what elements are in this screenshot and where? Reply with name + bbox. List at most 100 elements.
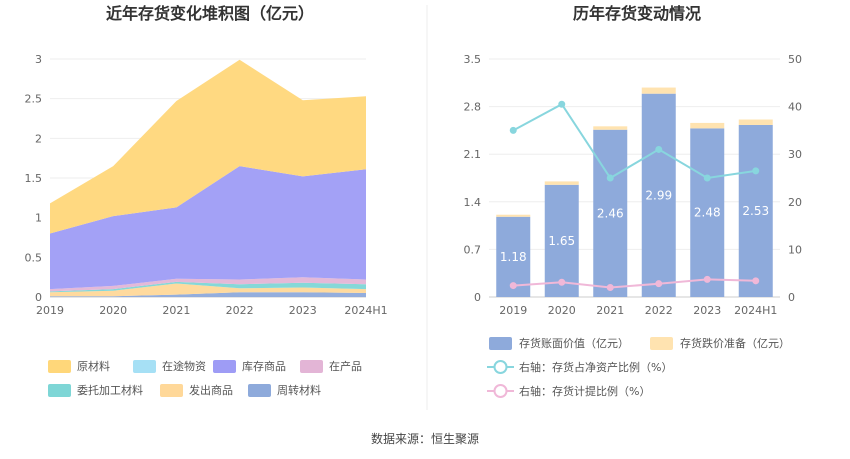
line-point — [606, 174, 614, 182]
left-x-tick-label: 2022 — [226, 304, 254, 317]
legend-swatch — [489, 337, 512, 350]
bar-impairment-provision — [738, 119, 773, 125]
line-point — [509, 126, 517, 134]
right-chart-grid — [489, 58, 780, 298]
legend-swatch — [133, 360, 156, 373]
right-y-tick-label: 2.1 — [464, 148, 482, 161]
left-x-tick-label: 2019 — [36, 304, 64, 317]
left-x-tick-label: 2021 — [162, 304, 190, 317]
legend-label: 右轴：存货计提比例（%） — [519, 384, 650, 398]
bar-data-label: 1.65 — [548, 234, 575, 248]
right-x-tick-label: 2019 — [499, 304, 527, 317]
bar-data-label: 1.18 — [500, 250, 527, 264]
left-y-tick-label: 3 — [35, 53, 42, 66]
legend-marker — [493, 384, 508, 398]
legend-swatch — [213, 360, 236, 373]
left-chart-areas — [50, 59, 366, 297]
legend-swatch — [160, 384, 183, 397]
right-x-tick-label: 2021 — [596, 304, 624, 317]
legend-label: 在途物资 — [162, 359, 206, 373]
right-x-tick-label: 2024H1 — [734, 304, 777, 317]
area-series — [50, 281, 366, 293]
legend-label: 发出商品 — [189, 383, 233, 397]
right-x-tick-label: 2022 — [645, 304, 673, 317]
right-chart-title: 历年存货变动情况 — [573, 4, 701, 23]
right-y2-tick-label: 20 — [788, 196, 802, 209]
left-y-tick-label: 1 — [35, 212, 42, 225]
bar-data-label: 2.48 — [694, 206, 721, 220]
right-chart-lines — [509, 100, 760, 291]
left-chart-title: 近年存货变化堆积图（亿元） — [106, 4, 314, 23]
bar-data-label: 2.46 — [597, 206, 624, 220]
left-y-tick-label: 0 — [35, 291, 42, 304]
right-x-tick-label: 2023 — [693, 304, 721, 317]
right-chart-bars: 1.18 1.65 2.46 2.99 2.48 2.53 — [496, 87, 773, 298]
right-y-tick-label: 2.8 — [464, 101, 482, 114]
data-label-bg — [546, 233, 577, 249]
bar-impairment-provision — [544, 181, 579, 185]
legend-swatch — [48, 384, 71, 397]
right-y-tick-label: 0.7 — [464, 243, 482, 256]
legend-swatch — [248, 384, 271, 397]
legend-swatch — [48, 360, 71, 373]
line-point — [558, 278, 566, 286]
left-x-tick-label: 2024H1 — [344, 304, 387, 317]
bar-impairment-provision — [641, 87, 676, 94]
left-y-tick-label: 1.5 — [25, 172, 43, 185]
data-label-bg — [692, 205, 723, 221]
line-point — [752, 167, 760, 175]
bar-impairment-provision — [496, 214, 531, 217]
data-label-bg — [595, 206, 626, 222]
right-y2-tick-label: 30 — [788, 148, 802, 161]
left-x-tick-label: 2023 — [289, 304, 317, 317]
line-point — [703, 275, 711, 283]
legend-label: 原材料 — [77, 359, 110, 373]
bar-data-label: 2.99 — [645, 188, 672, 202]
line-point — [558, 100, 566, 108]
legend-label: 存货跌价准备（亿元） — [680, 336, 790, 350]
right-y2-tick-label: 10 — [788, 243, 802, 256]
legend-label: 库存商品 — [242, 359, 286, 373]
area-series — [50, 166, 366, 290]
right-chart-axis: 0 0.7 1.4 2.1 2.8 3.5 0 10 20 30 40 50 2019 2020 2021 2… — [464, 53, 803, 317]
legend-label: 周转材料 — [277, 383, 321, 397]
legend-swatch — [300, 360, 323, 373]
right-y2-tick-label: 40 — [788, 101, 802, 114]
bar-data-label: 2.53 — [742, 204, 769, 218]
right-y-tick-label: 0 — [474, 291, 481, 304]
left-y-tick-label: 2.5 — [25, 93, 43, 106]
legend-label: 存货账面价值（亿元） — [519, 336, 629, 350]
line-point — [703, 174, 711, 182]
left-y-tick-label: 2 — [35, 132, 42, 145]
legend-label: 在产品 — [329, 359, 362, 373]
line-point — [509, 282, 517, 290]
bar-impairment-provision — [593, 126, 628, 130]
right-chart-legend: 存货账面价值（亿元） 存货跌价准备（亿元） 右轴：存货占净资产比例（%） 右轴：存货计… — [487, 336, 790, 398]
line-point — [655, 145, 663, 153]
line-point — [752, 277, 760, 285]
line-series — [512, 102, 756, 180]
area-series — [50, 292, 366, 297]
data-label-bg — [643, 188, 674, 204]
right-y-tick-label: 1.4 — [464, 196, 482, 209]
right-y-tick-label: 3.5 — [464, 53, 482, 66]
right-y2-tick-label: 50 — [788, 53, 802, 66]
left-x-tick-label: 2020 — [99, 304, 127, 317]
legend-label: 右轴：存货占净资产比例（%） — [519, 360, 672, 374]
bar-impairment-provision — [690, 122, 725, 129]
line-series — [513, 278, 756, 289]
left-y-tick-label: 0.5 — [25, 251, 43, 264]
line-point — [655, 280, 663, 288]
area-series — [50, 277, 366, 292]
data-label-bg — [740, 203, 771, 219]
area-series — [50, 59, 366, 234]
left-chart-axis: 0 0.5 1 1.5 2 2.5 3 2019 2020 2021 2022 2023 2024H1 — [25, 53, 388, 317]
line-point — [606, 283, 614, 291]
source-note: 数据来源：恒生聚源 — [371, 431, 479, 446]
data-label-bg — [498, 249, 529, 265]
legend-marker — [493, 360, 508, 374]
right-x-tick-label: 2020 — [548, 304, 576, 317]
